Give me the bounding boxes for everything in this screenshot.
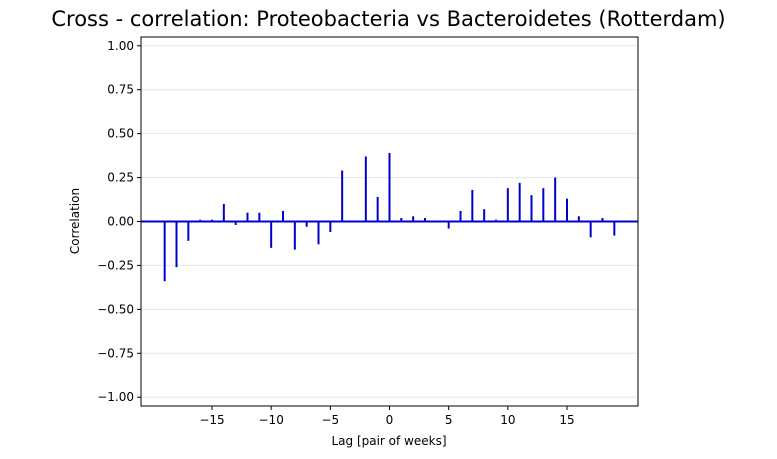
x-tick-label: −15 <box>199 413 224 427</box>
y-tick-label: 1.00 <box>107 39 134 53</box>
x-tick-label: −5 <box>321 413 339 427</box>
bars <box>163 152 616 282</box>
y-tick-label: −0.25 <box>97 258 134 272</box>
y-tick-label: 0.50 <box>107 127 134 141</box>
x-tick-label: −10 <box>259 413 284 427</box>
y-tick-label: −0.75 <box>97 346 134 360</box>
x-tick-label: 15 <box>559 413 574 427</box>
x-tick-label: 10 <box>500 413 515 427</box>
x-axis-ticks: −15 −10 −5 0 5 10 15 <box>199 406 575 427</box>
y-tick-label: 0.00 <box>107 215 134 229</box>
x-tick-label: 5 <box>445 413 453 427</box>
chart-title: Cross - correlation: Proteobacteria vs B… <box>51 7 725 31</box>
y-axis-label: Correlation <box>68 188 82 254</box>
x-axis-label: Lag [pair of weeks] <box>331 434 446 448</box>
y-tick-label: −1.00 <box>97 390 134 404</box>
y-tick-label: 0.75 <box>107 83 134 97</box>
y-tick-label: −0.50 <box>97 302 134 316</box>
x-tick-label: 0 <box>386 413 394 427</box>
y-axis-ticks: −1.00 −0.75 −0.50 −0.25 0.00 0.25 0.50 0.75 1.00 <box>97 39 141 404</box>
y-tick-label: 0.25 <box>107 171 134 185</box>
